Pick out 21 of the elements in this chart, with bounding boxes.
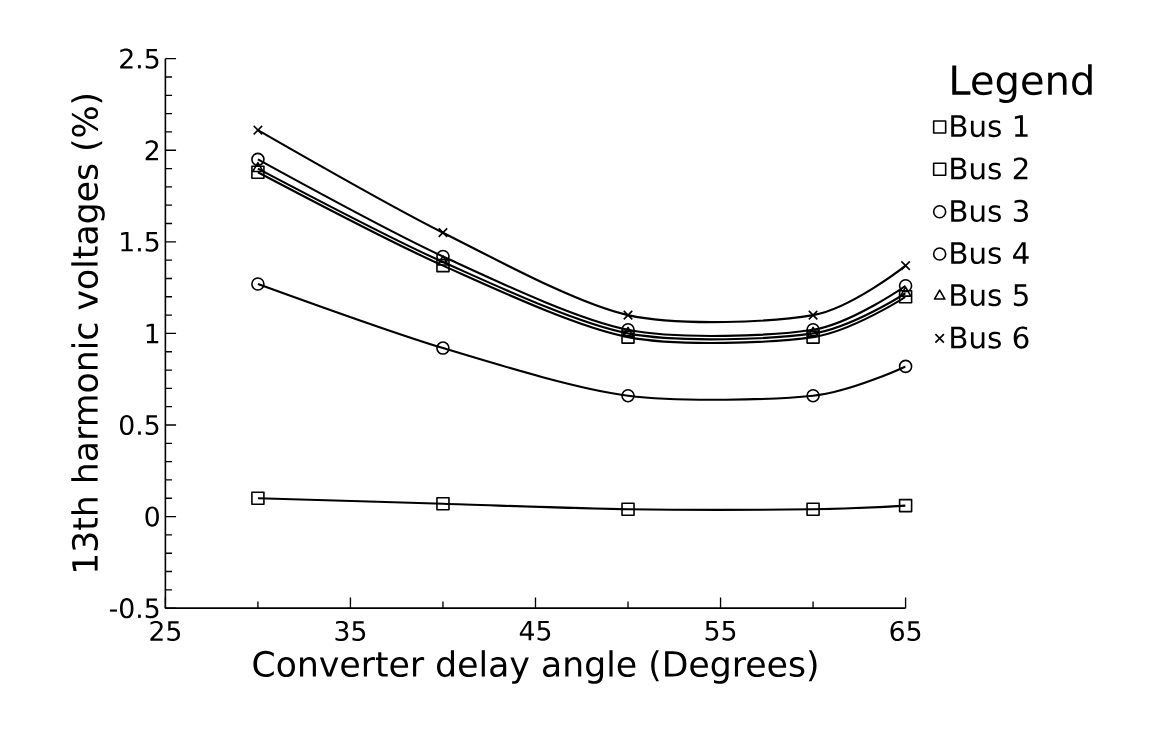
y-tick-label: 0.5 <box>120 415 159 436</box>
legend-label: Bus 3 <box>951 200 1028 223</box>
y-tick-label: 1.5 <box>121 232 159 252</box>
y-axis-title: 13th harmonic voltages (%) <box>71 95 105 572</box>
x-axis-title: Converter delay angle (Degrees) <box>253 650 817 685</box>
x-tick-label: 65 <box>890 621 921 642</box>
x-tick-label: 45 <box>519 621 551 641</box>
y-tick-label: -0.5 <box>109 598 159 619</box>
legend-label: Bus 2 <box>951 157 1028 180</box>
x-tick-label: 25 <box>150 621 181 642</box>
y-tick-label: 2 <box>145 140 159 161</box>
x-tick-label: 55 <box>705 621 736 641</box>
y-tick-label: 2.5 <box>120 48 159 69</box>
legend-label: Bus 6 <box>951 326 1029 349</box>
x-tick-label: 35 <box>335 621 366 642</box>
legend-label: Bus 5 <box>951 284 1028 307</box>
legend-title: Legend <box>952 64 1092 104</box>
y-tick-label: 1 <box>146 323 159 344</box>
legend-label: Bus 1 <box>951 115 1028 138</box>
legend-label: Bus 4 <box>951 242 1029 265</box>
y-tick-label: 0 <box>145 506 159 527</box>
